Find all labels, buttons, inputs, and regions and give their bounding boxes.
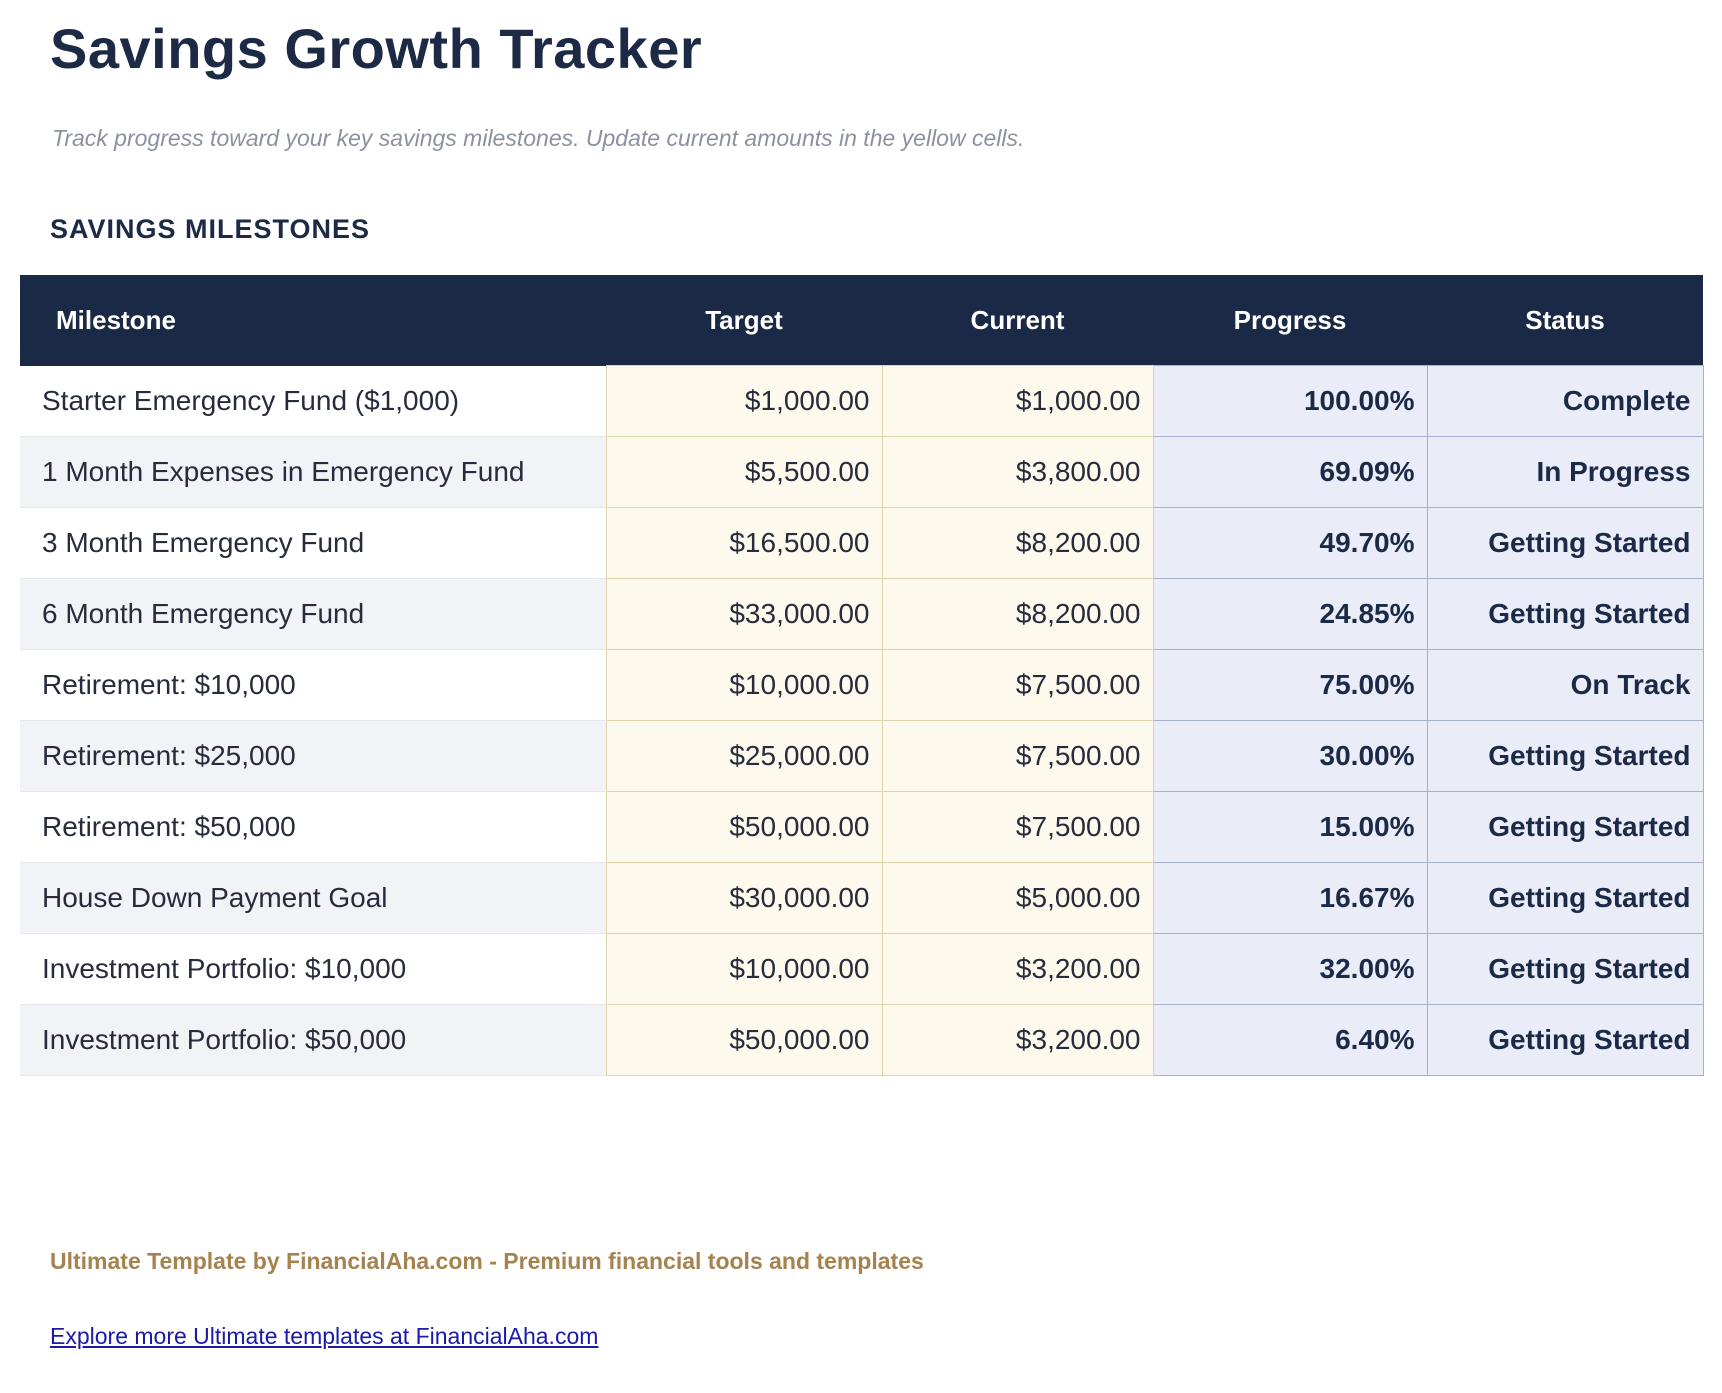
progress-percent-cell: 6.40% bbox=[1152, 1004, 1428, 1076]
current-amount-cell[interactable]: $7,500.00 bbox=[881, 791, 1154, 863]
target-amount-cell[interactable]: $1,000.00 bbox=[605, 365, 883, 437]
status-cell: Getting Started bbox=[1426, 1004, 1704, 1076]
table-row: Retirement: $50,000 $50,000.00 $7,500.00 15… bbox=[20, 791, 1704, 863]
status-cell: On Track bbox=[1426, 649, 1704, 721]
column-header-status: Status bbox=[1427, 275, 1703, 366]
status-cell: Getting Started bbox=[1426, 862, 1704, 934]
column-header-current: Current bbox=[882, 275, 1153, 366]
table-row: 3 Month Emergency Fund $16,500.00 $8,200.0… bbox=[20, 507, 1704, 579]
progress-percent-cell: 49.70% bbox=[1152, 507, 1428, 579]
table-row: Retirement: $10,000 $10,000.00 $7,500.00 75… bbox=[20, 649, 1704, 721]
footer-explore-link[interactable]: Explore more Ultimate templates at Finan… bbox=[50, 1323, 599, 1349]
target-amount-cell[interactable]: $50,000.00 bbox=[605, 791, 883, 863]
milestone-cell: 6 Month Emergency Fund bbox=[20, 578, 606, 650]
status-cell: Complete bbox=[1426, 365, 1704, 437]
column-header-target: Target bbox=[606, 275, 882, 366]
footer-credit-text: Ultimate Template by FinancialAha.com - … bbox=[50, 1248, 924, 1274]
progress-percent-cell: 24.85% bbox=[1152, 578, 1428, 650]
table-row: Retirement: $25,000 $25,000.00 $7,500.00 30… bbox=[20, 720, 1704, 792]
status-cell: Getting Started bbox=[1426, 791, 1704, 863]
table-row: Starter Emergency Fund ($1,000) $1,000.00… bbox=[20, 365, 1704, 437]
milestone-cell: House Down Payment Goal bbox=[20, 862, 606, 934]
progress-percent-cell: 30.00% bbox=[1152, 720, 1428, 792]
column-header-milestone: Milestone bbox=[20, 275, 606, 366]
milestone-cell: Investment Portfolio: $50,000 bbox=[20, 1004, 606, 1076]
table-header-row: Milestone Target Current Progress Status bbox=[20, 275, 1703, 366]
current-amount-cell[interactable]: $3,800.00 bbox=[881, 436, 1154, 508]
current-amount-cell[interactable]: $1,000.00 bbox=[881, 365, 1154, 437]
page-subtitle: Track progress toward your key savings m… bbox=[52, 125, 1025, 151]
progress-percent-cell: 16.67% bbox=[1152, 862, 1428, 934]
status-cell: Getting Started bbox=[1426, 507, 1704, 579]
target-amount-cell[interactable]: $10,000.00 bbox=[605, 933, 883, 1005]
column-header-progress: Progress bbox=[1153, 275, 1427, 366]
milestone-cell: Retirement: $50,000 bbox=[20, 791, 606, 863]
table-row: House Down Payment Goal $30,000.00 $5,000.… bbox=[20, 862, 1704, 934]
current-amount-cell[interactable]: $8,200.00 bbox=[881, 507, 1154, 579]
current-amount-cell[interactable]: $7,500.00 bbox=[881, 649, 1154, 721]
table-row: 6 Month Emergency Fund $33,000.00 $8,200.0… bbox=[20, 578, 1704, 650]
milestone-cell: Retirement: $25,000 bbox=[20, 720, 606, 792]
current-amount-cell[interactable]: $3,200.00 bbox=[881, 1004, 1154, 1076]
progress-percent-cell: 15.00% bbox=[1152, 791, 1428, 863]
progress-percent-cell: 100.00% bbox=[1152, 365, 1428, 437]
status-cell: Getting Started bbox=[1426, 720, 1704, 792]
page-title: Savings Growth Tracker bbox=[50, 17, 703, 80]
status-cell: Getting Started bbox=[1426, 933, 1704, 1005]
table-row: 1 Month Expenses in Emergency Fund $5,500… bbox=[20, 436, 1704, 508]
progress-percent-cell: 69.09% bbox=[1152, 436, 1428, 508]
current-amount-cell[interactable]: $7,500.00 bbox=[881, 720, 1154, 792]
milestone-cell: 3 Month Emergency Fund bbox=[20, 507, 606, 579]
table-row: Investment Portfolio: $10,000 $10,000.00 $… bbox=[20, 933, 1704, 1005]
target-amount-cell[interactable]: $16,500.00 bbox=[605, 507, 883, 579]
target-amount-cell[interactable]: $10,000.00 bbox=[605, 649, 883, 721]
progress-percent-cell: 75.00% bbox=[1152, 649, 1428, 721]
milestone-cell: Retirement: $10,000 bbox=[20, 649, 606, 721]
target-amount-cell[interactable]: $5,500.00 bbox=[605, 436, 883, 508]
milestone-cell: 1 Month Expenses in Emergency Fund bbox=[20, 436, 606, 508]
section-title-savings-milestones: SAVINGS MILESTONES bbox=[50, 214, 371, 244]
current-amount-cell[interactable]: $8,200.00 bbox=[881, 578, 1154, 650]
status-cell: In Progress bbox=[1426, 436, 1704, 508]
savings-milestones-table: Milestone Target Current Progress Status… bbox=[20, 275, 1704, 1076]
target-amount-cell[interactable]: $50,000.00 bbox=[605, 1004, 883, 1076]
progress-percent-cell: 32.00% bbox=[1152, 933, 1428, 1005]
savings-growth-tracker-page: Savings Growth Tracker Track progress to… bbox=[0, 16, 1722, 1393]
status-cell: Getting Started bbox=[1426, 578, 1704, 650]
current-amount-cell[interactable]: $3,200.00 bbox=[881, 933, 1154, 1005]
target-amount-cell[interactable]: $30,000.00 bbox=[605, 862, 883, 934]
milestone-cell: Investment Portfolio: $10,000 bbox=[20, 933, 606, 1005]
table-row: Investment Portfolio: $50,000 $50,000.00 $… bbox=[20, 1004, 1704, 1076]
current-amount-cell[interactable]: $5,000.00 bbox=[881, 862, 1154, 934]
milestone-cell: Starter Emergency Fund ($1,000) bbox=[20, 365, 606, 437]
target-amount-cell[interactable]: $25,000.00 bbox=[605, 720, 883, 792]
target-amount-cell[interactable]: $33,000.00 bbox=[605, 578, 883, 650]
